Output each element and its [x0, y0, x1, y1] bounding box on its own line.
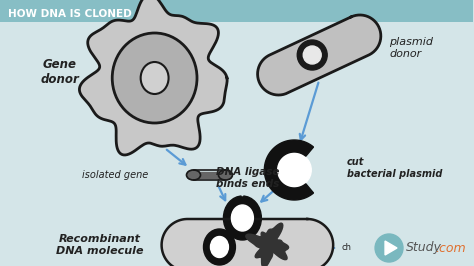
Text: ch: ch — [341, 243, 351, 252]
Polygon shape — [264, 140, 313, 200]
Text: cut
bacterial plasmid: cut bacterial plasmid — [347, 157, 443, 179]
Text: DNA ligase
binds ends: DNA ligase binds ends — [216, 167, 279, 189]
Polygon shape — [80, 0, 227, 155]
Ellipse shape — [297, 40, 327, 70]
Ellipse shape — [187, 170, 201, 180]
Text: Recombinant
DNA molecule: Recombinant DNA molecule — [56, 234, 144, 256]
Ellipse shape — [219, 170, 232, 180]
Ellipse shape — [223, 196, 261, 240]
Polygon shape — [257, 15, 381, 95]
Polygon shape — [162, 219, 333, 266]
Wedge shape — [238, 184, 246, 196]
Text: isolated gene: isolated gene — [82, 170, 148, 180]
FancyBboxPatch shape — [0, 0, 473, 22]
Circle shape — [375, 234, 403, 262]
Text: plasmid
donor: plasmid donor — [389, 37, 433, 59]
Ellipse shape — [203, 229, 236, 265]
Ellipse shape — [303, 46, 321, 64]
Polygon shape — [246, 223, 289, 266]
Text: Study: Study — [406, 242, 442, 255]
Ellipse shape — [231, 205, 254, 231]
Polygon shape — [193, 172, 226, 178]
Ellipse shape — [210, 236, 228, 257]
Ellipse shape — [112, 33, 197, 123]
Ellipse shape — [141, 62, 169, 94]
Ellipse shape — [277, 153, 311, 187]
Polygon shape — [385, 241, 397, 255]
Text: .com: .com — [435, 242, 465, 255]
Text: HOW DNA IS CLONED: HOW DNA IS CLONED — [8, 9, 132, 19]
Text: Gene
donor: Gene donor — [40, 58, 79, 86]
